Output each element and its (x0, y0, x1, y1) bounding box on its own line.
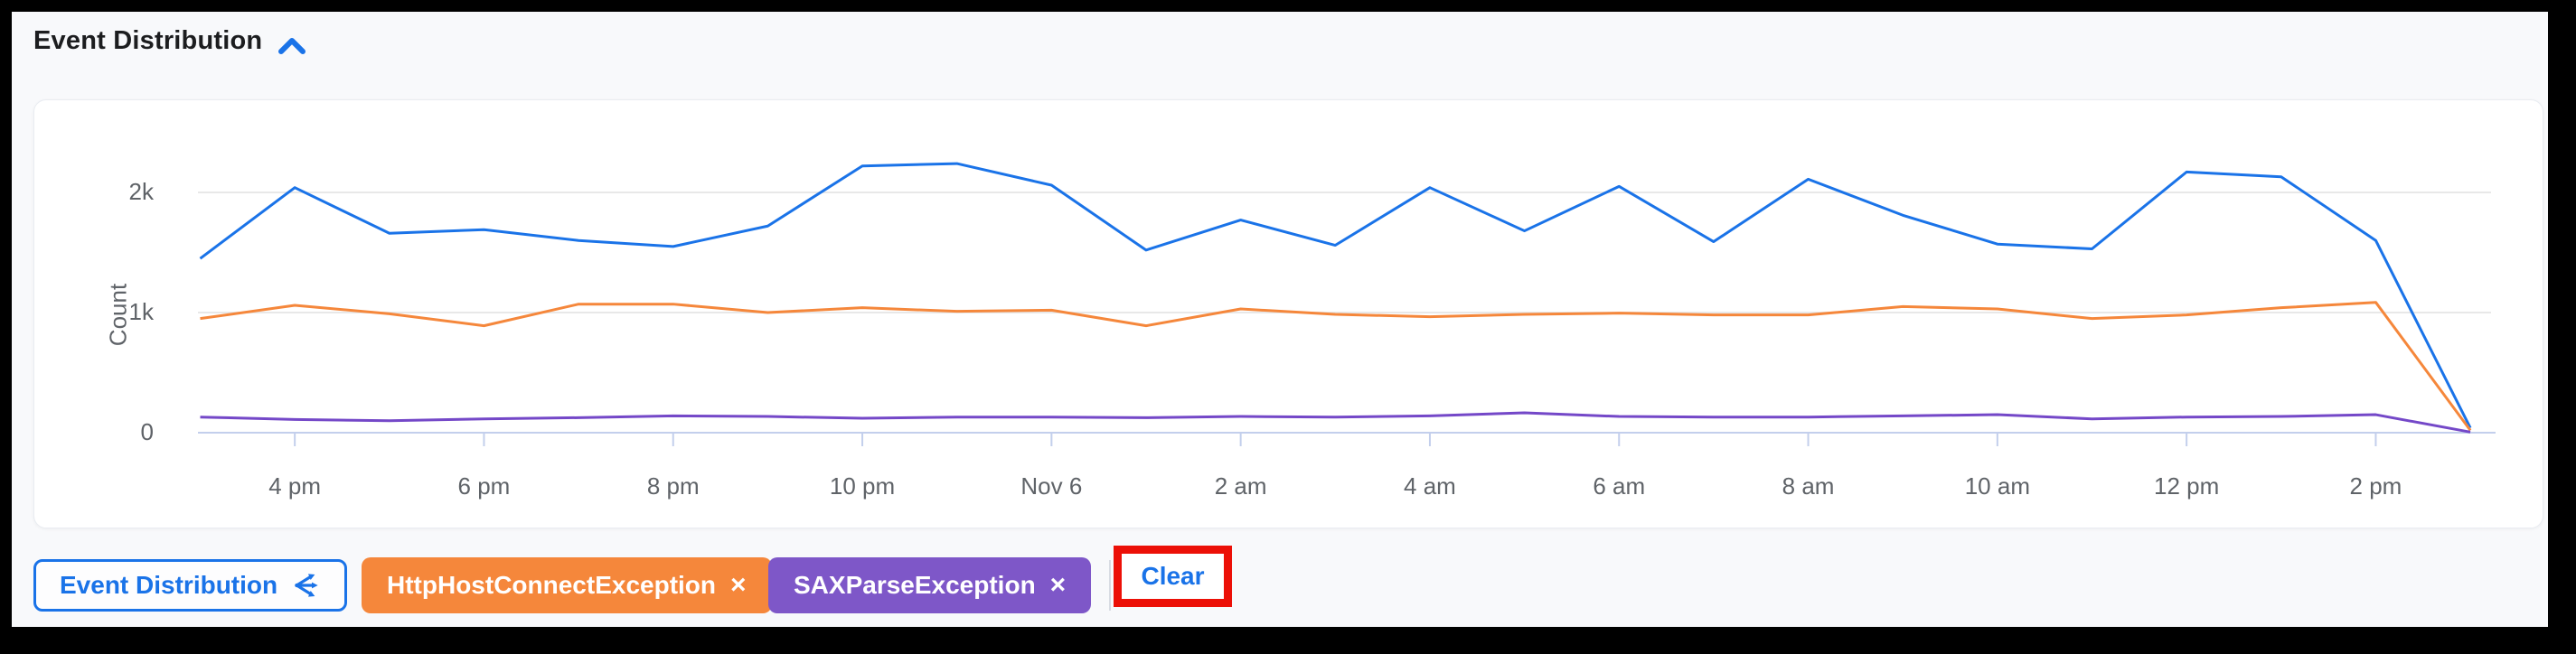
divider (1109, 560, 1111, 611)
x-tick-label: 2 pm (2349, 472, 2402, 500)
x-tick-label: 12 pm (2154, 472, 2220, 500)
x-tick-label: 4 pm (268, 472, 322, 500)
x-tick-label: 2 am (1214, 472, 1267, 500)
x-tick-label: 4 am (1404, 472, 1456, 500)
legend-bar: Event Distribution HttpH (12, 546, 2548, 622)
x-tick-label: 6 pm (457, 472, 511, 500)
chevron-up-icon[interactable] (276, 33, 308, 61)
remove-filter-icon[interactable]: × (1049, 570, 1067, 600)
series-line-unlabeled (199, 162, 2472, 429)
y-tick-label: 0 (140, 418, 154, 445)
event-distribution-share-button[interactable]: Event Distribution (33, 559, 348, 612)
clear-button[interactable]: Clear (1141, 562, 1205, 590)
x-tick-label: 10 pm (829, 472, 896, 500)
x-tick-label: 8 pm (646, 472, 700, 500)
x-tick-label: Nov 6 (1020, 472, 1083, 500)
series-line-SAXParseException (200, 411, 2471, 434)
filter-chip-label: HttpHostConnectException (387, 571, 716, 599)
remove-filter-icon[interactable]: × (730, 570, 747, 600)
filter-chip-httphostconnectexception[interactable]: HttpHostConnectException × (362, 557, 772, 613)
series-line-HttpHostConnectException (200, 301, 2472, 432)
share-icon (295, 574, 318, 597)
chart-button-label: Event Distribution (60, 571, 278, 599)
event-distribution-panel: Event Distribution Count 0 1k 2k 4 pm 6 pm 8 … (12, 12, 2548, 627)
y-tick-label: 2k (128, 178, 154, 205)
filter-chip-saxparseexception[interactable]: SAXParseException × (768, 557, 1092, 613)
filter-chip-label: SAXParseException (794, 571, 1036, 599)
annotation-highlight-box: Clear (1114, 546, 1232, 607)
y-tick-label: 1k (128, 298, 154, 325)
x-tick-label: 6 am (1593, 472, 1646, 500)
x-tick-label: 10 am (1964, 472, 2030, 500)
line-chart-plot (198, 162, 2496, 446)
x-tick-label: 8 am (1782, 472, 1835, 500)
page-title: Event Distribution (33, 26, 263, 55)
